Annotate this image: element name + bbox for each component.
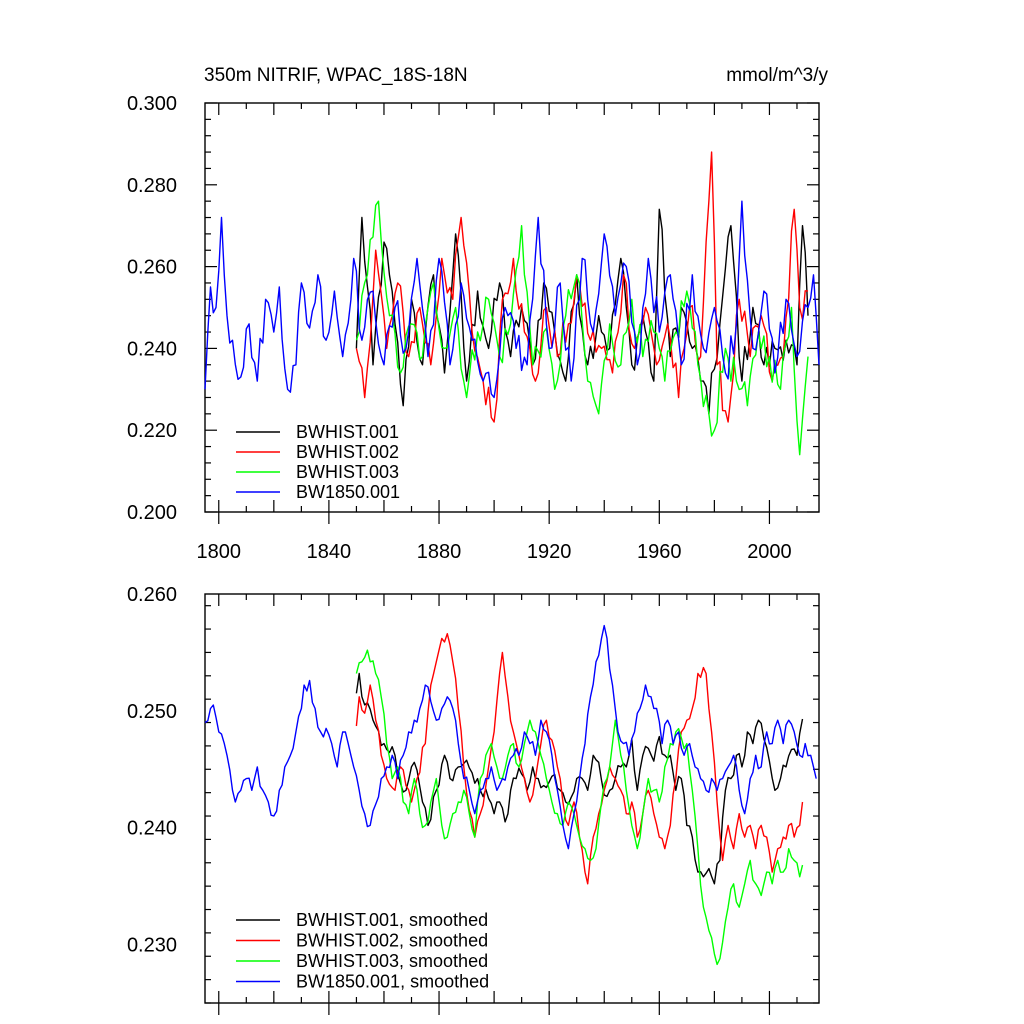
top-x-tick-labels: 1800 1840 1880 1920 1960 2000 xyxy=(197,541,792,563)
bottom-y-tick-labels: 0.230 0.240 0.250 0.260 xyxy=(127,584,177,957)
legend-label: BWHIST.003, smoothed xyxy=(296,951,488,971)
series-line-bwhist-003-smoothed xyxy=(355,649,804,966)
bottom-axis-ticks xyxy=(205,594,819,1015)
series-line-bwhist-002 xyxy=(355,151,809,423)
legend-label: BWHIST.003 xyxy=(296,462,399,482)
y-tick-label: 0.200 xyxy=(127,502,177,524)
x-tick-label: 1840 xyxy=(307,541,352,563)
series-line-bwhist-003 xyxy=(355,200,809,456)
top-series-lines xyxy=(204,151,820,456)
y-tick-label: 0.240 xyxy=(127,338,177,360)
legend-label: BW1850.001, smoothed xyxy=(296,972,489,992)
bottom-series-lines xyxy=(204,624,817,966)
legend-label: BWHIST.001, smoothed xyxy=(296,910,488,930)
y-tick-label: 0.250 xyxy=(127,701,177,723)
x-tick-label: 1880 xyxy=(417,541,462,563)
top-plot-frame xyxy=(204,102,820,513)
x-tick-label: 1920 xyxy=(527,541,572,563)
legend-label: BWHIST.001 xyxy=(296,422,399,442)
y-tick-label: 0.300 xyxy=(127,93,177,115)
y-tick-label: 0.220 xyxy=(127,420,177,442)
bottom-panel: 0.230 0.240 0.250 0.260 BWHIST.001, smoothe… xyxy=(127,584,820,1015)
top-y-tick-labels: 0.200 0.220 0.240 0.260 0.280 0.300 xyxy=(127,93,177,524)
legend-label: BWHIST.002 xyxy=(296,442,399,462)
units-label: mmol/m^3/y xyxy=(726,65,828,86)
top-axis-ticks xyxy=(205,102,819,524)
bottom-plot-frame xyxy=(204,593,820,1004)
x-tick-label: 2000 xyxy=(747,541,792,563)
x-tick-label: 1960 xyxy=(637,541,682,563)
legend-label: BW1850.001 xyxy=(296,482,400,502)
y-tick-label: 0.280 xyxy=(127,175,177,197)
x-tick-label: 1800 xyxy=(197,541,242,563)
series-line-bw1850-001 xyxy=(204,200,820,399)
y-tick-label: 0.260 xyxy=(127,584,177,606)
series-line-bw1850-001-smoothed xyxy=(204,624,817,850)
y-tick-label: 0.230 xyxy=(127,935,177,957)
chart-title: 350m NITRIF, WPAC_18S-18N xyxy=(204,65,468,86)
legend-label: BWHIST.002, smoothed xyxy=(296,931,488,951)
y-tick-label: 0.260 xyxy=(127,257,177,279)
y-tick-label: 0.240 xyxy=(127,818,177,840)
